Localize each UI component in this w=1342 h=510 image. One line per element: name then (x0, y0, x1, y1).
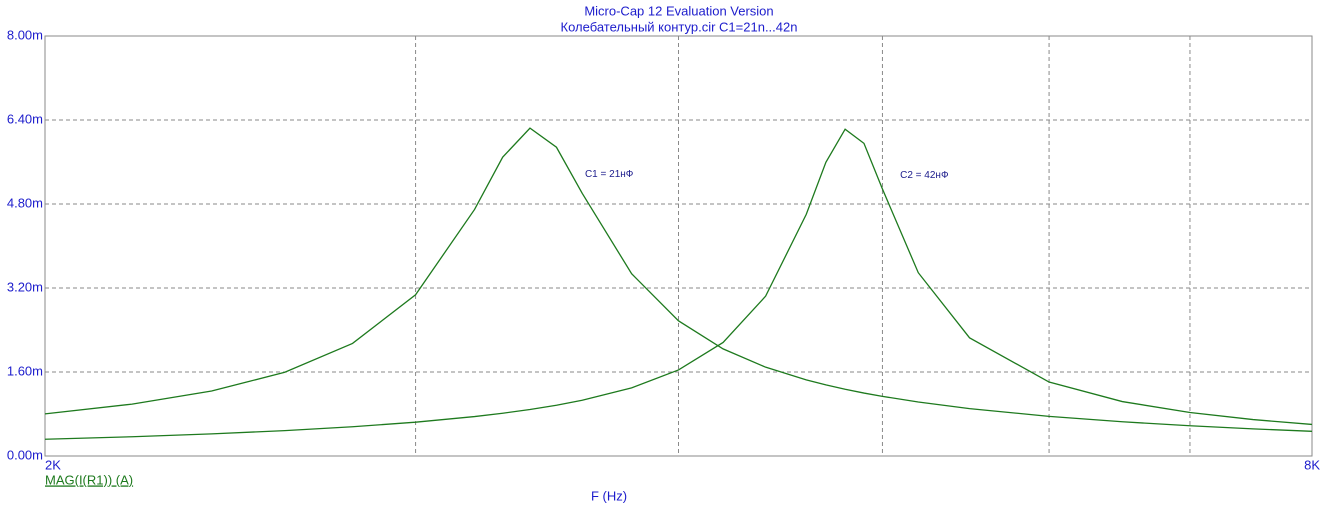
chart-title: Micro-Cap 12 Evaluation Version (584, 3, 773, 18)
x-tick-label: 2K (45, 457, 61, 472)
x-axis-label: F (Hz) (591, 488, 627, 503)
series-line (44, 128, 1313, 440)
chart-subtitle: Колебательный контур.cir C1=21n...42n (561, 19, 798, 34)
y-tick-label: 8.00m (7, 27, 43, 42)
x-tick-label: 8K (1304, 457, 1320, 472)
y-tick-label: 0.00m (7, 447, 43, 462)
series-label: C2 = 42нФ (900, 170, 949, 181)
series-line (44, 127, 1313, 432)
y-tick-label: 1.60m (7, 363, 43, 378)
y-tick-label: 3.20m (7, 279, 43, 294)
y-tick-label: 6.40m (7, 111, 43, 126)
series-label: C1 = 21нФ (585, 169, 634, 180)
y-axis-label: MAG(I(R1)) (A) (45, 472, 133, 487)
y-tick-label: 4.80m (7, 195, 43, 210)
